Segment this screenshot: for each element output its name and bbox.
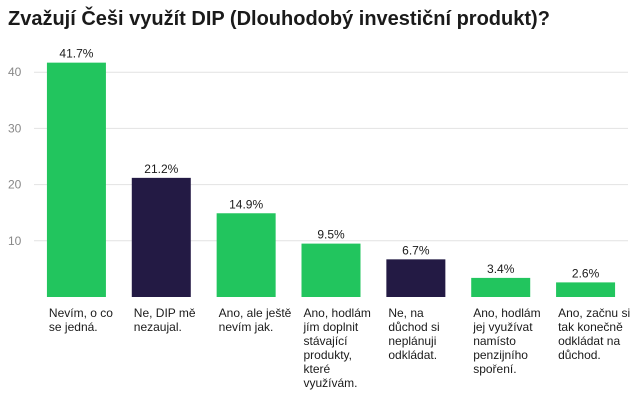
y-tick-label: 20 <box>8 178 22 192</box>
bar <box>301 243 361 297</box>
bar <box>556 282 616 297</box>
category-label: Ano, hodlám jím doplnit stávající produkty,… <box>303 306 371 390</box>
y-axis-ticks: 10 20 30 40 <box>8 65 22 248</box>
value-labels: 41.7% 21.2% 14.9% 9.5% 6.7% 3.4% 2.6% <box>59 47 599 281</box>
category-label: Ano, začnu si tak konečně odkládat na důcho… <box>558 306 630 362</box>
category-label: Ne, DIP mě nezaujal. <box>134 306 196 334</box>
y-tick-label: 30 <box>8 121 22 135</box>
bar <box>216 213 276 297</box>
y-tick-label: 40 <box>8 65 22 79</box>
category-label: Ne, na důchod si neplánuji odkládat. <box>388 306 439 362</box>
bar <box>46 62 106 298</box>
value-label: 2.6% <box>572 266 600 280</box>
value-label: 3.4% <box>487 262 515 276</box>
category-label: Ano, ale ještě nevím jak. <box>219 306 292 334</box>
value-label: 41.7% <box>59 47 93 61</box>
y-tick-label: 10 <box>8 234 22 248</box>
chart-title: Zvažují Češi využít DIP (Dlouhodobý inve… <box>8 8 550 30</box>
category-labels: Nevím, o co se jedná. Ne, DIP mě nezaujal. A… <box>49 306 630 390</box>
bars <box>46 62 616 298</box>
bar <box>471 277 531 297</box>
value-label: 21.2% <box>144 162 178 176</box>
category-label: Nevím, o co se jedná. <box>49 306 113 334</box>
bar <box>386 259 446 297</box>
category-label: Ano, hodlám jej využívat namísto penzijního… <box>472 306 540 376</box>
grid-lines <box>34 71 628 242</box>
bar <box>131 177 191 297</box>
value-label: 9.5% <box>317 228 345 242</box>
value-label: 14.9% <box>229 197 263 211</box>
value-label: 6.7% <box>402 243 430 257</box>
